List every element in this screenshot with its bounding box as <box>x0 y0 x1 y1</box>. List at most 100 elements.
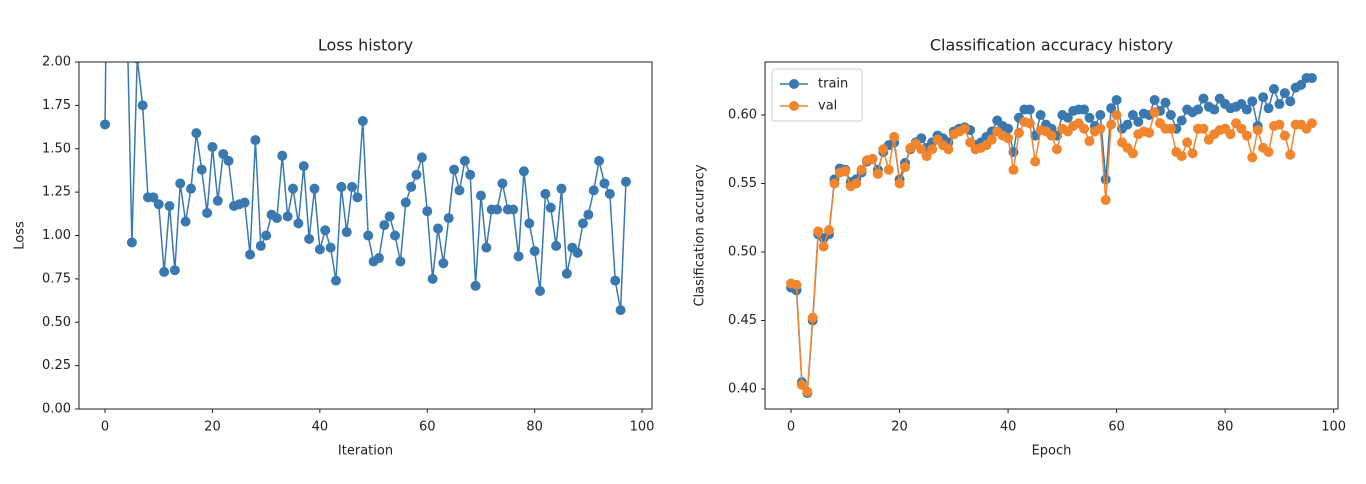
marker <box>561 268 572 279</box>
marker <box>943 144 954 155</box>
marker <box>959 123 970 134</box>
x-axis-label: Iteration <box>338 444 393 459</box>
marker <box>288 183 299 194</box>
marker <box>336 181 347 192</box>
x-tick-label: 20 <box>204 420 221 435</box>
marker <box>615 305 626 316</box>
marker <box>610 275 621 286</box>
x-tick-label: 20 <box>891 420 908 435</box>
marker <box>1100 194 1111 205</box>
marker <box>175 178 186 189</box>
x-tick-label: 40 <box>1000 420 1017 435</box>
marker <box>1176 151 1187 162</box>
marker <box>325 242 336 253</box>
marker <box>481 242 492 253</box>
marker <box>1306 118 1317 129</box>
marker <box>856 164 867 175</box>
marker <box>513 251 524 262</box>
marker <box>1241 130 1252 141</box>
marker <box>1198 123 1209 134</box>
marker <box>1236 123 1247 134</box>
marker <box>218 148 229 159</box>
marker <box>878 144 889 155</box>
marker <box>298 161 309 172</box>
marker <box>1274 99 1285 110</box>
marker <box>1003 123 1014 134</box>
marker <box>796 379 807 390</box>
marker <box>1296 79 1307 90</box>
axes-frame <box>764 61 1339 410</box>
legend-marker <box>789 79 799 89</box>
marker <box>551 240 562 251</box>
marker <box>406 181 417 192</box>
marker <box>1030 156 1041 167</box>
marker <box>1187 148 1198 159</box>
marker <box>277 150 288 161</box>
y-tick-label: 0.00 <box>42 402 71 417</box>
marker <box>239 197 250 208</box>
marker <box>965 137 976 148</box>
marker <box>1193 104 1204 115</box>
marker <box>807 312 818 323</box>
marker <box>202 207 213 218</box>
marker <box>330 275 341 286</box>
marker <box>829 178 840 189</box>
y-tick-label: 1.00 <box>42 228 71 243</box>
marker <box>1062 112 1073 123</box>
chart-title: Classification accuracy history <box>930 36 1173 55</box>
legend: train val <box>771 68 863 122</box>
y-tick-label: 0.60 <box>728 108 757 123</box>
chart-title: Loss history <box>318 36 413 55</box>
marker <box>1106 119 1117 130</box>
x-tick-label: 0 <box>101 420 109 435</box>
marker <box>921 151 932 162</box>
marker <box>470 280 481 291</box>
x-axis-label: Epoch <box>1032 444 1072 459</box>
marker <box>545 202 556 213</box>
series-line <box>790 110 1313 394</box>
marker <box>927 144 938 155</box>
y-tick-label: 0.25 <box>42 358 71 373</box>
marker <box>916 144 927 155</box>
marker <box>1198 93 1209 104</box>
marker <box>791 279 802 290</box>
marker <box>1268 83 1279 94</box>
marker <box>271 213 282 224</box>
marker <box>1095 110 1106 121</box>
marker <box>475 190 486 201</box>
y-axis-label: Clasification accuracy <box>693 164 708 306</box>
marker <box>449 164 460 175</box>
marker <box>1106 103 1117 114</box>
marker <box>357 115 368 126</box>
y-tick-label: 0.75 <box>42 271 71 286</box>
marker <box>986 134 997 145</box>
marker <box>459 155 470 166</box>
marker <box>620 176 631 187</box>
marker <box>1209 104 1220 115</box>
y-axis-label: Loss <box>13 221 28 250</box>
marker <box>1263 147 1274 158</box>
marker <box>1225 129 1236 140</box>
y-tick-label: 0.45 <box>728 313 757 328</box>
marker <box>824 225 835 236</box>
marker <box>432 223 443 234</box>
marker <box>1046 130 1057 141</box>
marker <box>1149 107 1160 118</box>
marker <box>153 199 164 210</box>
x-tick-label: 0 <box>787 420 795 435</box>
marker <box>347 181 358 192</box>
marker <box>126 237 137 248</box>
marker <box>1144 127 1155 138</box>
marker <box>889 131 900 142</box>
plot-area <box>786 73 1317 399</box>
marker <box>422 206 433 217</box>
marker <box>159 266 170 277</box>
marker <box>1024 104 1035 115</box>
marker <box>282 211 293 222</box>
marker <box>1051 144 1062 155</box>
marker <box>883 164 894 175</box>
marker <box>164 201 175 212</box>
marker <box>100 119 111 130</box>
marker <box>427 273 438 284</box>
